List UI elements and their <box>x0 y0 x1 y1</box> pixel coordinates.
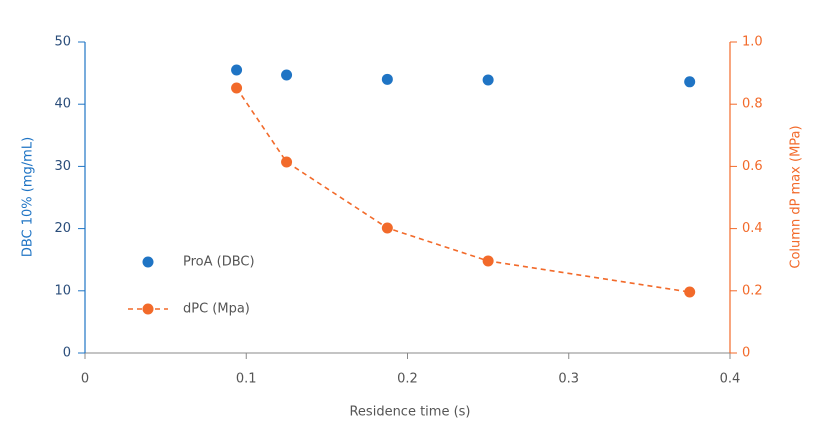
x-tick-label: 0.1 <box>236 372 257 387</box>
x-tick-label: 0.3 <box>558 372 579 387</box>
data-point <box>381 222 393 234</box>
legend-marker <box>142 303 154 315</box>
legend-label: dPC (Mpa) <box>183 302 250 317</box>
y-axis-title: DBC 10% (mg/mL) <box>21 137 36 257</box>
y-tick-label: 20 <box>54 221 71 236</box>
data-point <box>684 76 696 88</box>
data-point <box>482 255 494 267</box>
data-point <box>281 69 293 81</box>
y2-tick-label: 0.4 <box>742 221 763 236</box>
x-axis-title: Residence time (s) <box>349 405 470 420</box>
x-tick-label: 0.4 <box>720 372 741 387</box>
y2-tick-label: 0 <box>742 346 750 361</box>
y-tick-label: 50 <box>54 35 71 50</box>
legend-marker <box>142 256 154 268</box>
legend-label: ProA (DBC) <box>183 255 255 270</box>
y-tick-label: 30 <box>54 159 71 174</box>
y-tick-label: 40 <box>54 97 71 112</box>
y-tick-label: 10 <box>54 283 71 298</box>
x-tick-label: 0 <box>81 372 89 387</box>
y-tick-label: 0 <box>63 346 71 361</box>
y2-tick-label: 0.6 <box>742 159 763 174</box>
data-point <box>482 74 494 86</box>
data-point <box>684 286 696 298</box>
series-line <box>235 87 690 293</box>
data-point <box>281 156 293 168</box>
y2-axis-title: Column dP max (MPa) <box>789 125 804 268</box>
y2-tick-label: 1.0 <box>742 35 763 50</box>
x-tick-label: 0.2 <box>397 372 418 387</box>
y2-tick-label: 0.2 <box>742 283 763 298</box>
data-point <box>381 73 393 85</box>
data-point <box>231 64 243 76</box>
data-point <box>231 82 243 94</box>
y2-tick-label: 0.8 <box>742 97 763 112</box>
